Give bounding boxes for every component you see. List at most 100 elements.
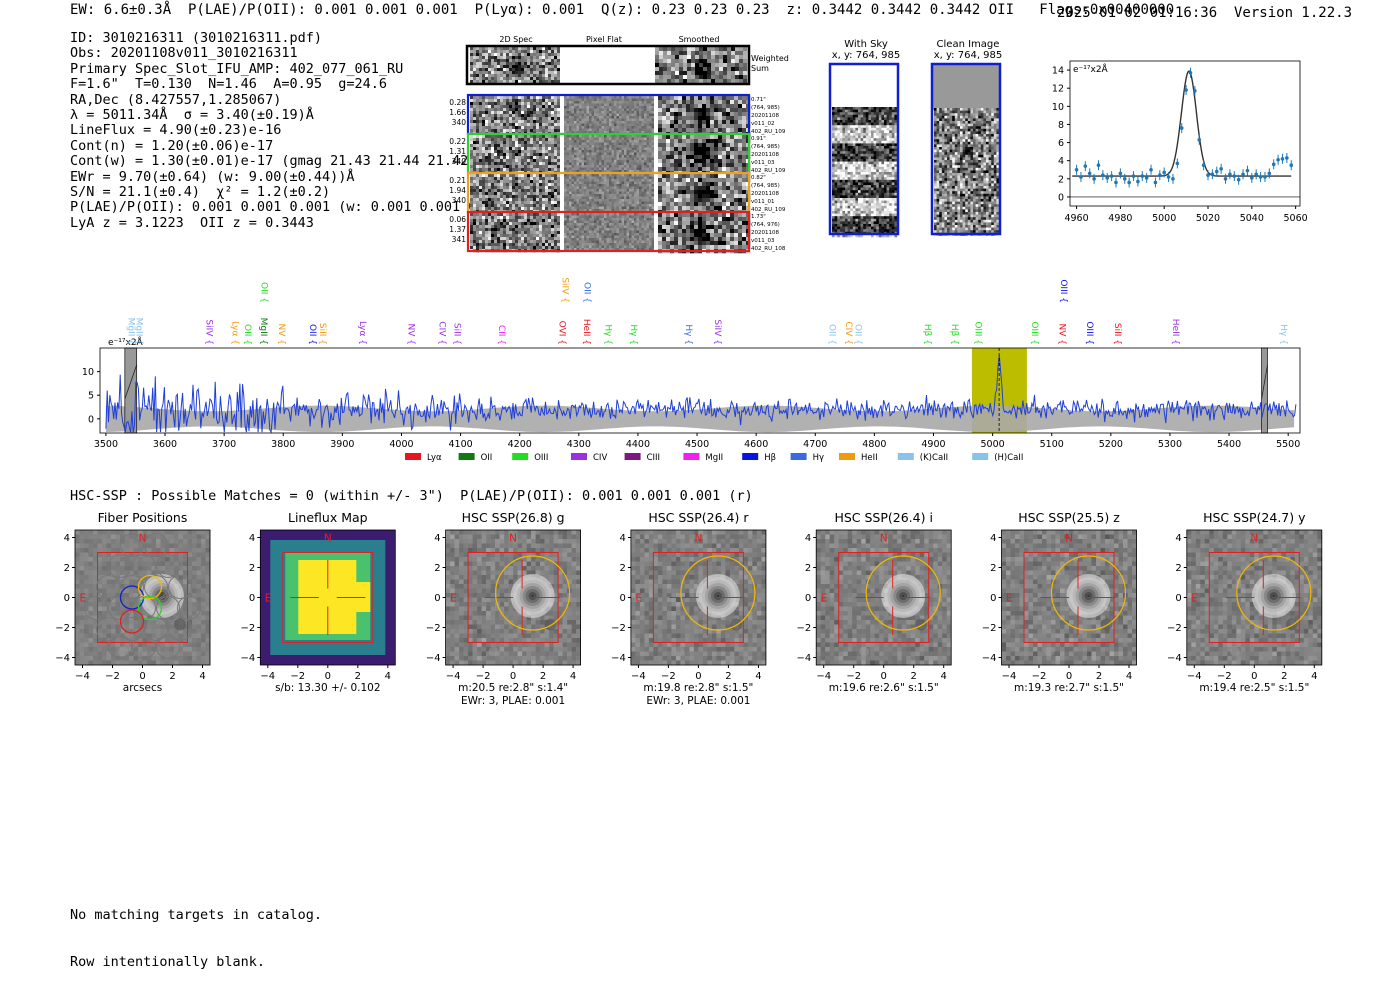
noise-pixel bbox=[711, 51, 716, 56]
noise-pixel bbox=[479, 59, 483, 63]
noise-pixel bbox=[533, 207, 537, 211]
noise-pixel bbox=[576, 179, 580, 182]
noise-pixel bbox=[554, 71, 558, 75]
noise-pixel bbox=[586, 201, 590, 205]
noise-pixel bbox=[626, 135, 630, 138]
noise-pixel bbox=[641, 215, 645, 219]
noise-pixel bbox=[663, 67, 668, 72]
noise-pixel bbox=[594, 118, 597, 122]
noise-pixel bbox=[476, 174, 480, 178]
noise-pixel bbox=[596, 126, 600, 129]
noise-pixel bbox=[636, 170, 640, 173]
noise-pixel bbox=[718, 198, 723, 203]
noise-pixel bbox=[503, 135, 507, 139]
noise-pixel bbox=[601, 116, 605, 119]
noise-pixel bbox=[601, 179, 605, 182]
noise-pixel bbox=[569, 123, 572, 127]
noise-pixel bbox=[569, 140, 572, 143]
noise-pixel bbox=[619, 179, 622, 182]
noise-pixel bbox=[485, 240, 489, 244]
noise-pixel bbox=[702, 182, 707, 187]
noise-pixel bbox=[644, 235, 647, 239]
noise-pixel bbox=[512, 243, 516, 247]
noise-pixel bbox=[626, 184, 630, 187]
noise-pixel bbox=[616, 111, 620, 114]
noise-pixel bbox=[596, 167, 600, 171]
noise-pixel bbox=[509, 141, 513, 145]
noise-pixel bbox=[614, 238, 617, 241]
noise-pixel bbox=[545, 204, 549, 208]
noise-pixel bbox=[639, 186, 642, 190]
noise-pixel bbox=[655, 63, 660, 68]
noise-pixel bbox=[604, 235, 607, 239]
noise-pixel bbox=[566, 225, 570, 229]
noise-pixel bbox=[473, 189, 477, 193]
noise-pixel bbox=[473, 198, 477, 202]
noise-pixel bbox=[470, 129, 474, 133]
noise-pixel bbox=[646, 101, 650, 104]
noise-pixel bbox=[636, 199, 640, 202]
noise-pixel bbox=[611, 137, 615, 141]
noise-pixel bbox=[579, 223, 582, 226]
noise-pixel bbox=[710, 147, 715, 152]
cutout-col-title: Smoothed bbox=[679, 35, 720, 44]
noise-pixel bbox=[683, 67, 688, 72]
noise-pixel bbox=[539, 108, 543, 112]
noise-pixel bbox=[564, 103, 567, 107]
noise-pixel bbox=[503, 62, 507, 66]
noise-pixel bbox=[500, 234, 504, 238]
noise-pixel bbox=[675, 75, 680, 80]
noise-pixel bbox=[503, 141, 507, 145]
noise-pixel bbox=[485, 222, 489, 226]
noise-pixel bbox=[470, 147, 474, 151]
noise-pixel bbox=[621, 121, 625, 124]
noise-pixel bbox=[609, 111, 612, 114]
noise-pixel bbox=[506, 192, 510, 196]
noise-pixel bbox=[644, 220, 647, 224]
noise-pixel bbox=[629, 142, 632, 146]
noise-pixel bbox=[497, 204, 501, 208]
noise-pixel bbox=[497, 117, 501, 121]
noise-pixel bbox=[599, 157, 602, 161]
noise-pixel bbox=[488, 198, 492, 202]
noise-pixel bbox=[624, 152, 627, 156]
noise-pixel bbox=[658, 167, 663, 172]
noise-pixel bbox=[488, 123, 492, 127]
noise-pixel bbox=[586, 137, 590, 141]
noise-pixel bbox=[539, 114, 543, 118]
noise-pixel bbox=[743, 67, 748, 72]
noise-pixel bbox=[497, 120, 501, 124]
noise-pixel bbox=[491, 177, 495, 181]
noise-pixel bbox=[706, 143, 711, 148]
noise-pixel bbox=[619, 209, 622, 212]
noise-pixel bbox=[589, 179, 592, 182]
noise-pixel bbox=[473, 138, 477, 142]
noise-pixel bbox=[589, 233, 592, 236]
noise-pixel bbox=[594, 209, 597, 212]
noise-pixel bbox=[497, 228, 501, 232]
noise-pixel bbox=[636, 240, 640, 244]
noise-pixel bbox=[663, 79, 668, 84]
noise-pixel bbox=[557, 129, 561, 133]
noise-pixel bbox=[722, 190, 727, 195]
noise-pixel bbox=[569, 121, 572, 124]
noise-pixel bbox=[604, 96, 607, 99]
noise-pixel bbox=[686, 147, 691, 152]
noise-pixel bbox=[554, 207, 558, 211]
noise-pixel bbox=[506, 177, 510, 181]
noise-pixel bbox=[698, 116, 703, 121]
noise-pixel bbox=[566, 123, 570, 127]
noise-pixel bbox=[594, 155, 597, 158]
noise-pixel bbox=[629, 157, 632, 161]
noise-pixel bbox=[539, 123, 543, 127]
noise-pixel bbox=[634, 170, 637, 173]
noise-pixel bbox=[576, 103, 580, 107]
noise-pixel bbox=[515, 80, 519, 84]
noise-pixel bbox=[506, 189, 510, 193]
noise-pixel bbox=[601, 201, 605, 205]
noise-pixel bbox=[718, 151, 723, 156]
noise-pixel bbox=[491, 59, 495, 63]
noise-pixel bbox=[601, 106, 605, 109]
noise-pixel bbox=[500, 111, 504, 115]
noise-pixel bbox=[473, 231, 477, 235]
